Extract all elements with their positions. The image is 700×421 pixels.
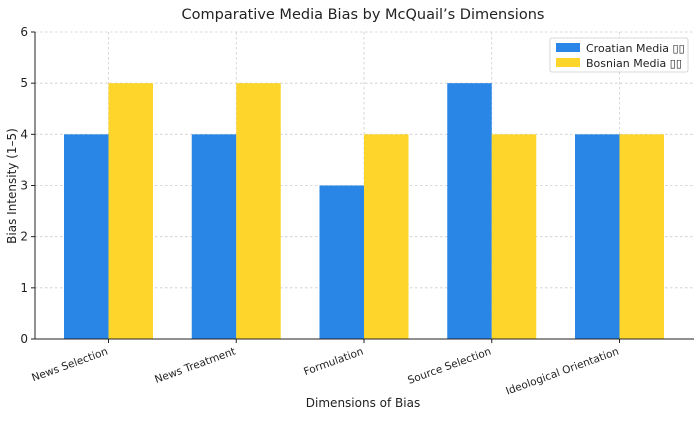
bar xyxy=(319,185,364,339)
legend-label: Bosnian Media ▯▯ xyxy=(586,57,682,70)
x-axis-ticks: News Selection News Treatment Formulation S… xyxy=(30,339,621,398)
x-tick-label: News Selection xyxy=(30,346,109,385)
bar xyxy=(191,134,237,339)
x-axis-label: Dimensions of Bias xyxy=(306,396,420,410)
bar xyxy=(236,83,281,340)
y-tick-label: 3 xyxy=(20,179,28,193)
bar xyxy=(364,134,409,339)
y-tick-label: 6 xyxy=(20,25,28,39)
y-tick-label: 4 xyxy=(20,127,28,141)
legend-swatch xyxy=(556,58,580,67)
bar xyxy=(447,83,492,340)
y-axis-ticks: 0 1 2 3 4 5 6 xyxy=(20,25,35,346)
x-tick-label: Source Selection xyxy=(406,346,493,387)
legend-box xyxy=(549,37,689,73)
bars xyxy=(64,83,664,340)
bar xyxy=(491,134,537,339)
y-tick-label: 1 xyxy=(20,281,28,295)
legend-swatch xyxy=(556,43,580,52)
y-axis-label: Bias Intensity (1–5) xyxy=(5,128,19,244)
chart-title: Comparative Media Bias by McQuail’s Dime… xyxy=(182,7,545,23)
x-tick-label: News Treatment xyxy=(153,346,237,386)
y-tick-label: 5 xyxy=(20,76,28,90)
x-tick-label: Formulation xyxy=(302,346,365,379)
legend-label: Croatian Media ▯▯ xyxy=(586,42,685,55)
bar xyxy=(575,134,620,339)
bar xyxy=(108,83,153,340)
bar xyxy=(619,134,664,339)
x-tick-label: Ideological Orientation xyxy=(504,346,620,398)
legend: Croatian Media ▯▯ Bosnian Media ▯▯ xyxy=(549,37,689,73)
y-tick-label: 0 xyxy=(20,332,28,346)
bar xyxy=(64,134,109,339)
y-tick-label: 2 xyxy=(20,230,28,244)
